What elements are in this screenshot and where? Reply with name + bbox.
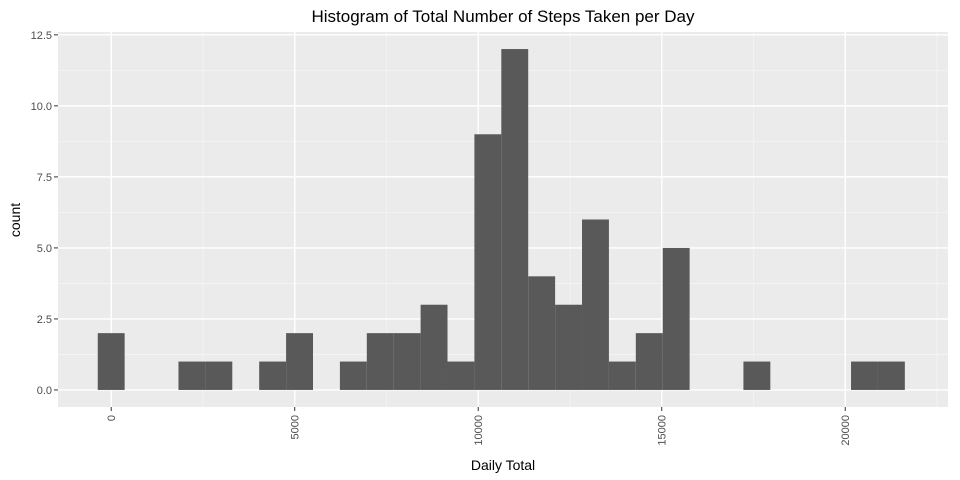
x-tick-label: 15000 (657, 415, 669, 446)
y-tick-label: 12.5 (31, 30, 52, 42)
histogram-bar (635, 333, 663, 390)
histogram-bar (97, 333, 125, 390)
histogram-bar (608, 361, 636, 390)
histogram-bar (528, 276, 556, 390)
histogram-bar (447, 361, 475, 390)
histogram-bar (259, 361, 287, 390)
y-tick-label: 0.0 (37, 385, 52, 397)
histogram-bar (582, 219, 609, 390)
y-axis: 0.0 2.5 5.0 7.5 10.0 12.5 (31, 30, 58, 397)
x-axis-title: Daily Total (471, 457, 535, 473)
histogram-bar (339, 361, 367, 390)
histogram-bar (393, 333, 421, 390)
histogram-bar (851, 361, 878, 390)
histogram-bar (178, 361, 206, 390)
histogram-bar (286, 333, 313, 390)
histogram-bar (205, 361, 233, 390)
chart-title: Histogram of Total Number of Steps Taken… (312, 7, 695, 26)
histogram-bar (474, 134, 502, 390)
x-tick-label: 0 (106, 415, 118, 421)
histogram-bar (501, 49, 529, 390)
x-axis: 0 5000 10000 15000 20000 (106, 407, 852, 446)
histogram-bar (420, 304, 448, 390)
histogram-bars (97, 49, 905, 390)
x-tick-label: 20000 (840, 415, 852, 446)
y-tick-label: 5.0 (37, 243, 52, 255)
histogram-bar (555, 304, 583, 390)
y-axis-title: count (7, 203, 23, 237)
x-tick-label: 10000 (473, 415, 485, 446)
histogram-bar (743, 361, 771, 390)
y-tick-label: 10.0 (31, 101, 52, 113)
x-tick-label: 5000 (290, 415, 302, 439)
histogram-bar (877, 361, 905, 390)
histogram-bar (366, 333, 394, 390)
y-tick-label: 7.5 (37, 172, 52, 184)
y-tick-label: 2.5 (37, 314, 52, 326)
histogram-bar (662, 247, 690, 390)
